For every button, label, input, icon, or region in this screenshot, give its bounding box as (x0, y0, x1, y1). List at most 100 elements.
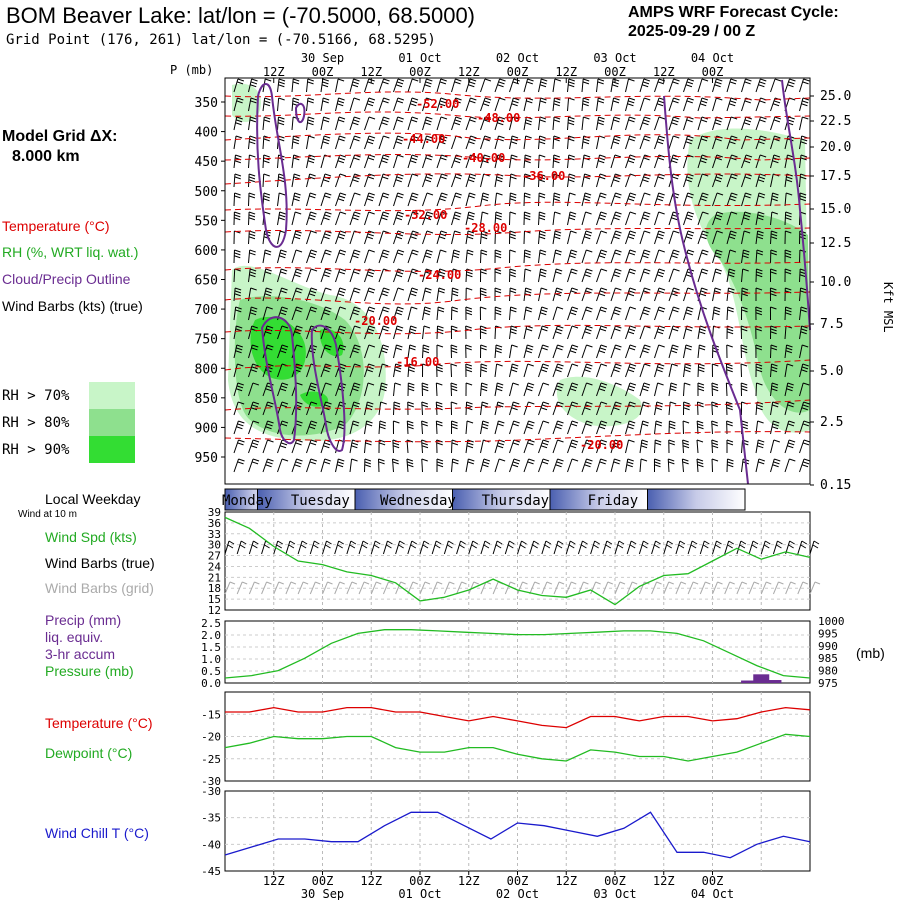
wind-barb (436, 344, 444, 359)
wind-barb (465, 78, 477, 93)
wind-barb (610, 211, 622, 226)
wind-barb (436, 78, 447, 93)
wind-barb (523, 249, 531, 264)
grid-wind-barb (651, 581, 662, 595)
y-tick-label: -30 (201, 775, 221, 788)
y-tick-label: 24 (208, 560, 222, 573)
wind-barb (683, 363, 692, 378)
wind-barb (770, 363, 778, 378)
wind-barb (755, 154, 767, 169)
wind-barb (770, 401, 779, 416)
wind-barb (610, 154, 622, 169)
wind-barb (625, 344, 637, 359)
wind-barb (407, 173, 419, 188)
wind-barb (567, 116, 575, 131)
wind-barb (407, 249, 419, 264)
wind-barb (233, 78, 245, 93)
wind-barb (465, 458, 475, 473)
wind-barb (393, 211, 404, 226)
wind-barb (741, 268, 749, 283)
wind-barb (277, 344, 289, 359)
wind-barb (421, 382, 429, 397)
wind-barb (625, 439, 635, 454)
wind-barb (393, 230, 405, 245)
wind-barb (335, 211, 347, 226)
wind-barb (436, 363, 443, 378)
grid-wind-barb (590, 581, 601, 595)
wind-barb (552, 325, 564, 340)
wind-barb (770, 268, 777, 283)
wind-barb (769, 287, 777, 302)
wind-barb (262, 439, 274, 454)
grid-wind-barb (577, 581, 589, 595)
wind-barb (610, 458, 621, 473)
wind-barb (581, 135, 590, 150)
wind-barb (625, 211, 637, 226)
wind-barb (335, 306, 347, 321)
wind-barb (668, 344, 679, 359)
wind-barb (248, 78, 258, 93)
wind-barb (262, 97, 271, 112)
surface-wind-barb (687, 540, 698, 555)
wind-barb (378, 135, 390, 150)
wind-barb (320, 249, 332, 264)
grid-wind-barb (736, 581, 748, 595)
wind-barb (393, 97, 404, 112)
wind-barb (277, 211, 286, 226)
wind-barb (378, 249, 390, 264)
wind-barb (726, 173, 738, 188)
wind-barb (523, 116, 533, 131)
wind-barb (523, 420, 535, 435)
wind-barb (683, 306, 694, 321)
wind-barb (378, 344, 389, 359)
wind-barb (770, 344, 778, 359)
grid-wind-barb (626, 581, 638, 595)
wind-barb (654, 230, 665, 245)
pressure-line (224, 629, 811, 679)
wind-barb (378, 97, 390, 112)
wind-barb (233, 458, 245, 473)
wind-barb (422, 192, 434, 207)
wind-barb (480, 268, 487, 283)
temperature-legend: Temperature (°C) (2, 218, 110, 234)
wind-barb (364, 268, 375, 283)
wind-barb (653, 458, 661, 473)
wind-barb (610, 173, 622, 188)
wind-barb (407, 325, 417, 340)
bottom-hour-label: 00Z (702, 874, 724, 888)
wind-barb (277, 97, 285, 112)
wind-barb (349, 78, 360, 93)
wind-barb (262, 268, 272, 283)
kft-tick-label: 2.5 (820, 415, 843, 430)
y-tick-label: 0.5 (201, 665, 221, 678)
wind-barb (683, 78, 695, 93)
wind-barb (639, 97, 651, 112)
wind-barb (393, 192, 404, 207)
wind-barb (451, 192, 462, 207)
wind-barb (799, 363, 809, 378)
wind-barb (523, 363, 534, 378)
model-grid-label: Model Grid ΔX: (2, 128, 118, 145)
wind-barb (596, 97, 605, 112)
surface-wind-barb (419, 540, 430, 555)
wind-barb (639, 325, 651, 340)
wind-barb (378, 306, 390, 321)
wind-barb (552, 268, 563, 283)
wind-barb (233, 154, 242, 169)
wind-barb (465, 116, 477, 131)
kft-tick-label: 17.5 (820, 169, 851, 184)
wind-barb (335, 173, 347, 188)
wind-barb (480, 97, 492, 112)
wind-barb (567, 363, 579, 378)
grid-wind-barb (224, 581, 236, 595)
wind-barb (248, 306, 258, 321)
y-tick-label: 995 (818, 627, 838, 640)
wind-barb (668, 287, 680, 302)
wind-barb (625, 401, 636, 416)
wind-barb (726, 116, 738, 131)
wind-barb (654, 439, 662, 454)
wind-barb (480, 230, 488, 245)
wind-barb (451, 116, 462, 131)
wind-barb (610, 420, 622, 435)
wind-barb (262, 116, 271, 131)
